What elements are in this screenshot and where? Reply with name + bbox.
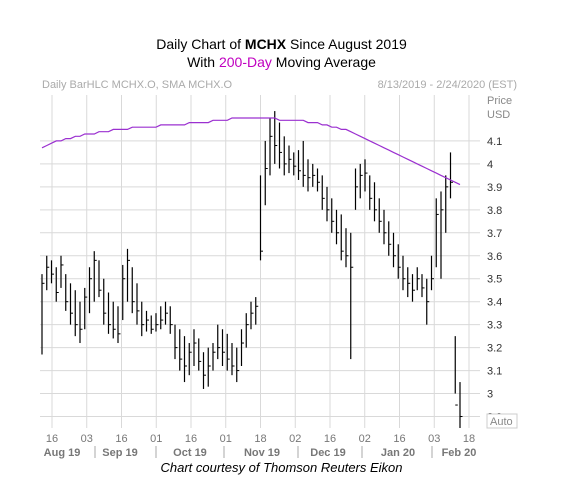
y-tick-label: 3.4 (487, 297, 502, 309)
y-tick-label: 3.8 (487, 205, 502, 217)
ticker: MCHX (244, 36, 287, 52)
y-axis: 4.143.93.83.73.63.53.43.33.23.132.9 (487, 136, 502, 424)
legend-left: Daily BarHLC MCHX.O, SMA MCHX.O (42, 79, 233, 91)
y-tick-label: 3.1 (487, 366, 502, 378)
y-tick-label: 4 (487, 159, 493, 171)
y-tick-label: 3.2 (487, 343, 502, 355)
x-axis: 16 03 16 01 16 01 18 02 16 02 16 03 18 Aug 19 Sep 19 Oc… (44, 433, 477, 459)
x-tick-label: 18 (254, 433, 266, 445)
x-tick-label: 03 (81, 433, 93, 445)
x-tick-label: 01 (150, 433, 162, 445)
x-month-label: Feb 20 (442, 447, 477, 459)
x-tick-label: 02 (359, 433, 371, 445)
auto-button[interactable] (486, 413, 518, 429)
chart-title-line2: With 200-Day Moving Average (187, 54, 376, 70)
axis-price-label: Price (487, 95, 512, 107)
x-tick-label: 03 (428, 433, 440, 445)
y-tick-label: 4.1 (487, 136, 502, 148)
x-month-label: Sep 19 (102, 447, 137, 459)
x-month-label: Oct 19 (173, 447, 207, 459)
highlight-200-day: 200-Day (218, 54, 272, 70)
y-tick-label: 3.3 (487, 320, 502, 332)
y-tick-label: 3.6 (487, 251, 502, 263)
x-tick-label: 16 (393, 433, 405, 445)
x-month-label: Dec 19 (310, 447, 345, 459)
x-tick-label: 16 (115, 433, 127, 445)
chart-title-line1: Daily Chart of MCHX Since August 2019 (156, 36, 407, 52)
auto-label: Auto (490, 416, 513, 428)
caption: Chart courtesy of Thomson Reuters Eikon (160, 460, 403, 475)
sma-line (41, 117, 461, 186)
x-month-label: Nov 19 (244, 447, 280, 459)
x-tick-label: 16 (324, 433, 336, 445)
y-tick-label: 3 (487, 389, 493, 401)
x-tick-label: 16 (46, 433, 58, 445)
x-tick-label: 01 (220, 433, 232, 445)
x-tick-label: 02 (289, 433, 301, 445)
x-tick-label: 18 (463, 433, 475, 445)
x-month-label: Jan 20 (381, 447, 415, 459)
x-tick-label: 16 (185, 433, 197, 445)
grid (40, 95, 480, 428)
axis-unit-label: USD (487, 109, 510, 121)
y-tick-label: 3.7 (487, 228, 502, 240)
legend-right: 8/13/2019 - 2/24/2020 (EST) (378, 79, 517, 91)
y-tick-label: 3.9 (487, 182, 502, 194)
y-tick-label: 3.5 (487, 274, 502, 286)
price-bars (41, 111, 463, 428)
x-month-label: Aug 19 (44, 447, 81, 459)
